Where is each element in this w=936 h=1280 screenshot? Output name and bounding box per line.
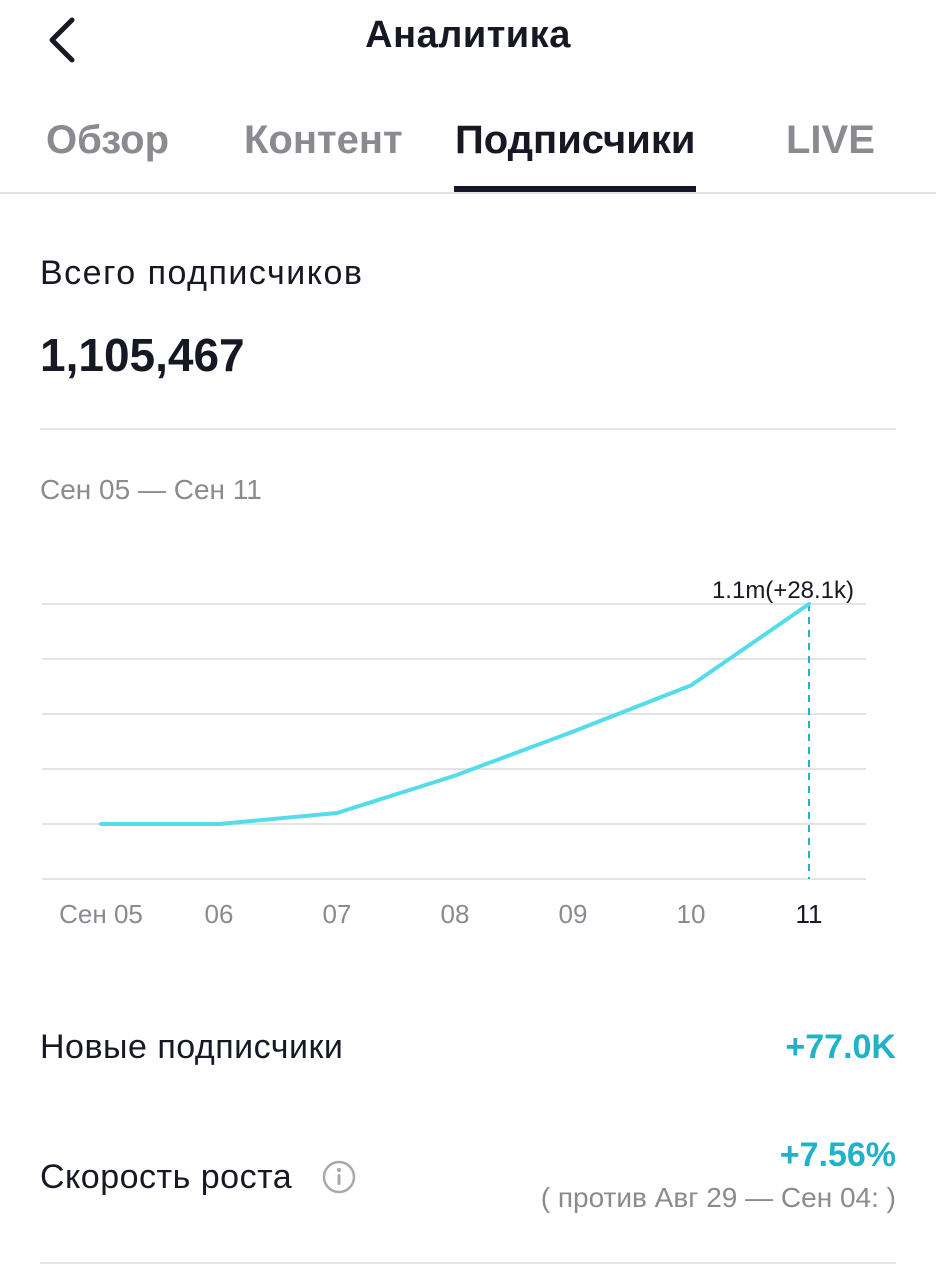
x-tick-label: 10 bbox=[677, 899, 706, 929]
highlight-value-label: 1.1m(+28.1k) bbox=[712, 577, 854, 604]
new-followers-value: +77.0K bbox=[785, 1028, 896, 1066]
divider bbox=[40, 428, 896, 430]
date-range: Сен 05 — Сен 11 bbox=[40, 474, 262, 505]
x-tick-label: 09 bbox=[559, 899, 588, 929]
total-followers-value: 1,105,467 bbox=[40, 329, 245, 381]
new-followers-label: Новые подписчики bbox=[40, 1028, 344, 1066]
growth-rate-label: Скорость роста bbox=[40, 1158, 293, 1196]
tab-bar: Обзор Контент Подписчики LIVE bbox=[0, 100, 936, 194]
growth-compare-note: ( против Авг 29 — Сен 04: ) bbox=[540, 1182, 896, 1213]
x-tick-label: Сен 05 bbox=[59, 899, 143, 929]
tab-overview[interactable]: Обзор bbox=[46, 118, 170, 162]
header: Аналитика bbox=[0, 0, 936, 80]
back-button[interactable] bbox=[30, 10, 90, 70]
total-followers-label: Всего подписчиков bbox=[40, 254, 364, 292]
chevron-left-icon bbox=[49, 17, 75, 63]
growth-rate-value: +7.56% bbox=[779, 1136, 896, 1174]
x-tick-label: 08 bbox=[441, 899, 470, 929]
info-icon[interactable] bbox=[322, 1160, 356, 1194]
tab-followers[interactable]: Подписчики bbox=[455, 118, 696, 162]
x-tick-label: 07 bbox=[323, 899, 352, 929]
x-tick-label: 06 bbox=[205, 899, 234, 929]
tab-content[interactable]: Контент bbox=[244, 118, 403, 162]
followers-line-chart: 1.1m(+28.1k) Сен 05 06 07 08 09 10 11 bbox=[42, 577, 866, 929]
divider bbox=[40, 1262, 896, 1264]
active-tab-indicator bbox=[454, 186, 696, 192]
page-title: Аналитика bbox=[365, 14, 571, 56]
x-tick-label: 11 bbox=[796, 899, 823, 929]
tab-live[interactable]: LIVE bbox=[786, 118, 875, 162]
